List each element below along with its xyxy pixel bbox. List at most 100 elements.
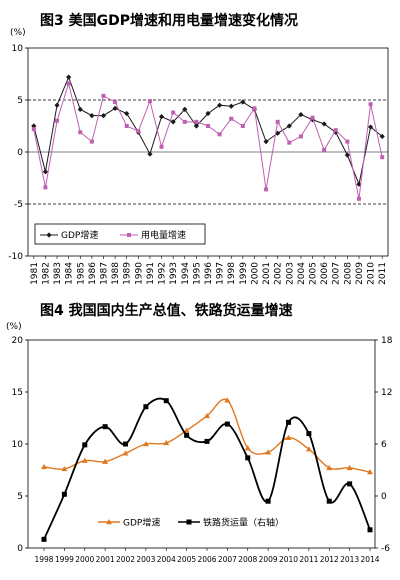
chart2-point-1 xyxy=(41,536,47,542)
chart2-point-0 xyxy=(305,446,312,452)
chart1-xtick-label: 1997 xyxy=(216,262,226,285)
chart2-xtick-label: 2013 xyxy=(340,555,359,564)
chart2-point-0 xyxy=(163,439,170,446)
chart1-ytick-label: -5 xyxy=(14,200,23,210)
chart1-point-1 xyxy=(240,124,245,128)
chart2-xtick-label: 2006 xyxy=(197,555,216,564)
chart2-point-1 xyxy=(82,442,88,448)
chart2-point-0 xyxy=(346,464,353,471)
chart1-point-1 xyxy=(310,115,315,120)
chart2-left-tick-label: 5 xyxy=(17,492,23,502)
chart2-point-0 xyxy=(244,445,251,451)
chart1-xtick-label: 1985 xyxy=(76,262,86,285)
chart1-point-1 xyxy=(159,144,164,149)
chart1-point-0 xyxy=(217,102,223,108)
chart1-point-1 xyxy=(333,128,338,133)
chart2-legend-label-1: 铁路货运量（右轴） xyxy=(203,517,284,529)
chart2-right-tick-label: 6 xyxy=(381,440,387,450)
chart2-legend-label-0: GDP增速 xyxy=(123,517,160,529)
chart2-point-0 xyxy=(61,465,68,472)
chart1-xtick-label: 1992 xyxy=(158,262,168,285)
chart1-xtick-label: 1999 xyxy=(239,262,249,285)
chart1-xtick-label: 1991 xyxy=(146,262,156,285)
chart1-point-0 xyxy=(367,124,374,130)
chart1-ytick-label: 10 xyxy=(12,44,24,54)
chart2-plot: 20 15 10 5 0 18 12 6 0 -6 1998 1999 2000 2001 2002 2003… xyxy=(12,336,393,564)
chart1-xtick-label: 2004 xyxy=(297,262,307,285)
chart1-xtick-label: 2001 xyxy=(262,262,272,285)
chart2-xtick-label: 1998 xyxy=(34,555,53,564)
chart1-xtick-label: 2000 xyxy=(250,262,260,285)
chart1-xtick-label: 1994 xyxy=(181,262,191,285)
chart2-xtick-label: 2010 xyxy=(279,555,298,564)
chart1-point-0 xyxy=(205,110,211,117)
chart1-point-0 xyxy=(240,99,246,105)
chart1-point-1 xyxy=(43,185,48,190)
chart1-point-0 xyxy=(182,106,188,112)
chart1-xtick-label: 1983 xyxy=(53,262,63,285)
chart1-point-1 xyxy=(206,124,210,128)
chart1-point-1 xyxy=(380,155,385,160)
chart1-point-1 xyxy=(356,196,361,201)
chart2-point-0 xyxy=(224,397,231,403)
chart1-point-1 xyxy=(368,102,373,107)
chart1-point-1 xyxy=(217,132,222,137)
chart1-point-0 xyxy=(54,102,60,108)
chart1-point-1 xyxy=(264,187,269,192)
chart1-xtick-label: 1981 xyxy=(30,262,40,285)
chart1-point-0 xyxy=(275,130,281,136)
chart2-point-0 xyxy=(326,464,333,471)
chart2-left-tick-label: 10 xyxy=(12,440,24,450)
chart2-xtick-label: 2011 xyxy=(299,555,318,564)
chart1-point-0 xyxy=(193,123,199,129)
chart2-legend: GDP增速 铁路货运量（右轴） xyxy=(98,517,284,529)
chart2-point-1 xyxy=(123,441,128,447)
chart1-legend-marker xyxy=(127,233,131,237)
chart2-xtick-label: 2003 xyxy=(136,555,155,564)
chart1-legend-box xyxy=(34,223,206,245)
chart1-point-1 xyxy=(89,139,94,144)
chart1-xtick-label: 2008 xyxy=(343,262,353,285)
chart1-ytick-label: 5 xyxy=(17,96,23,106)
chart1-point-1 xyxy=(298,134,303,139)
chart1-title: 图3 美国GDP增速和用电量增速变化情况 xyxy=(40,13,298,29)
chart2-point-1 xyxy=(184,432,190,438)
chart1-point-0 xyxy=(356,181,362,187)
chart2-xtick-label: 2000 xyxy=(75,555,94,564)
chart1-point-1 xyxy=(78,130,83,135)
chart2-point-1 xyxy=(61,491,67,497)
chart2-xtick-label: 1999 xyxy=(55,555,74,564)
chart2-point-0 xyxy=(285,434,292,440)
chart1-point-1 xyxy=(147,99,152,104)
chart2-point-0 xyxy=(102,458,109,464)
chart1-point-0 xyxy=(158,114,165,120)
chart2-xtick-label: 2007 xyxy=(218,555,237,564)
chart2-point-0 xyxy=(183,427,190,433)
chart2-point-1 xyxy=(306,431,312,437)
chart1-point-0 xyxy=(124,110,130,117)
chart1-xtick-label: 1984 xyxy=(65,262,75,285)
chart1-point-1 xyxy=(55,118,60,123)
chart2-xtick-label: 2008 xyxy=(238,555,257,564)
chart2-point-1 xyxy=(204,438,210,444)
chart2-right-tick-label: 18 xyxy=(381,336,393,346)
chart1-point-0 xyxy=(42,169,49,175)
chart1-xtick-label: 1995 xyxy=(192,262,202,285)
chart2-left-tick-label: 20 xyxy=(12,336,24,346)
chart2-point-1 xyxy=(286,419,291,425)
chart2-xtick-label: 2009 xyxy=(259,555,278,564)
chart2-point-0 xyxy=(367,469,373,475)
chart1-xtick-label: 1993 xyxy=(169,262,179,285)
chart2-right-tick-label: 0 xyxy=(381,492,387,502)
chart1-point-0 xyxy=(77,106,83,112)
chart1-xtick-label: 1989 xyxy=(123,262,133,285)
chart1-point-0 xyxy=(263,139,269,145)
chart1-xtick-label: 1982 xyxy=(41,262,51,285)
chart2-title: 图4 我国国内生产总值、铁路货运量增速 xyxy=(40,303,293,319)
chart1-point-0 xyxy=(321,121,327,127)
chart2-left-tick-label: 0 xyxy=(17,544,23,554)
chart1-point-1 xyxy=(322,147,327,152)
chart1-point-1 xyxy=(136,129,141,134)
